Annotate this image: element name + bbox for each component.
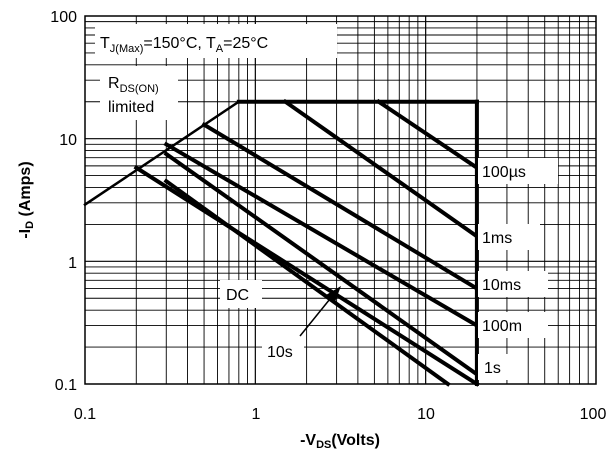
x-axis-title: -VDS(Volts) (300, 432, 380, 451)
label-bg (478, 158, 558, 184)
x-tick-label: 10 (417, 406, 435, 423)
series-line-s1s (163, 151, 480, 378)
series-line-dc (163, 178, 451, 387)
series-label-10s: 10s (267, 344, 293, 361)
y-tick-label: 100 (50, 9, 77, 26)
x-tick-label: 1 (252, 406, 261, 423)
10s-pointer-line (299, 293, 335, 337)
series-label-100us: 100µs (482, 164, 526, 181)
10s-pointer-arrowhead (326, 286, 341, 302)
rds-label: RDS(ON) (108, 75, 159, 95)
label-bg (478, 354, 518, 380)
series-label-100m: 100m (482, 318, 522, 335)
series-line-s100us (375, 98, 480, 171)
series-label-dc: DC (226, 287, 249, 304)
series-label-1s: 1s (484, 360, 501, 377)
label-bg (478, 312, 548, 338)
x-tick-label: 100 (580, 406, 607, 423)
y-tick-label: 1 (68, 255, 77, 272)
rds-limit-line (83, 99, 241, 207)
label-bg (262, 338, 304, 364)
y-tick-label: 10 (59, 132, 77, 149)
label-bg (478, 271, 548, 297)
conditions-label-bg (95, 24, 337, 58)
series-line-s100m (163, 141, 480, 329)
series-line-s10ms (201, 121, 480, 292)
label-bg (220, 280, 262, 308)
x-tick-label: 0.1 (74, 406, 96, 423)
plot-frame (84, 15, 597, 385)
rds-label-bg (100, 66, 178, 120)
rds-label-limited: limited (108, 99, 154, 116)
series-label-1ms: 1ms (482, 230, 512, 247)
chart-lines (83, 98, 480, 387)
y-tick-label: 0.1 (55, 377, 77, 394)
series-line-s1ms (282, 98, 480, 240)
y-axis-title: -ID (Amps) (17, 161, 36, 238)
series-label-10ms: 10ms (482, 277, 521, 294)
conditions-label: TJ(Max)=150°C, TA=25°C (100, 35, 268, 55)
label-bg (478, 224, 540, 250)
series-line-s10s (133, 164, 480, 387)
